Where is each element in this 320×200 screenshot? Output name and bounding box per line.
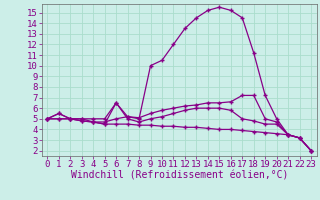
X-axis label: Windchill (Refroidissement éolien,°C): Windchill (Refroidissement éolien,°C) xyxy=(70,171,288,181)
